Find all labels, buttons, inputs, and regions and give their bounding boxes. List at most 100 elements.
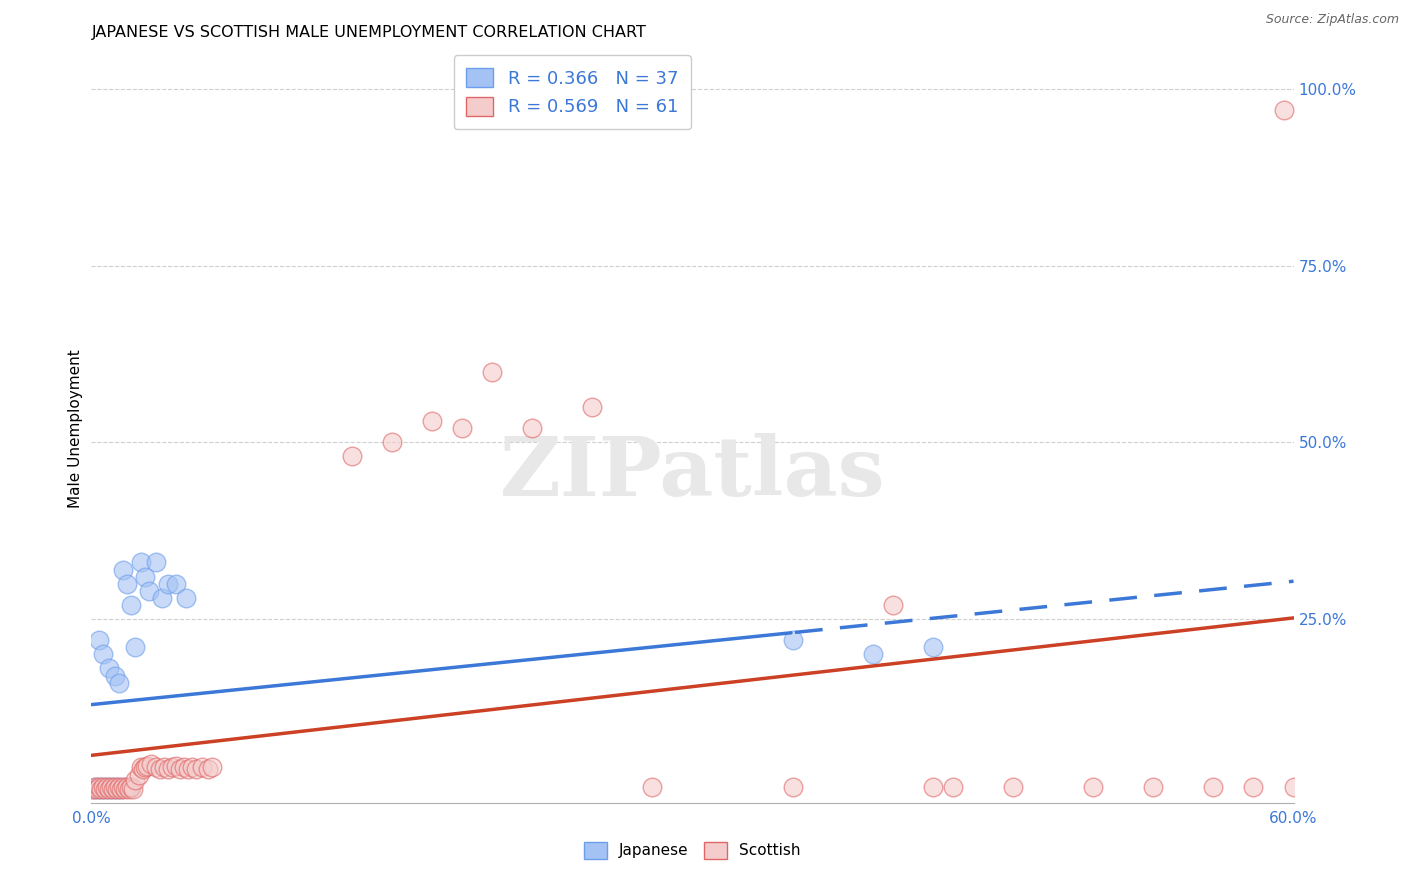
Point [121,780,143,795]
Point [581,400,603,414]
Point [882,598,904,612]
Point [89,780,111,795]
Point [136,759,159,773]
Point [150,591,173,605]
Legend: Japanese, Scottish: Japanese, Scottish [576,834,808,866]
Point [89,633,111,648]
Point [862,648,884,662]
Point [84,780,107,795]
Point [340,450,363,464]
Point [169,762,191,776]
Point [132,762,155,776]
Point [1001,780,1024,795]
Point [131,760,153,774]
Point [112,562,135,576]
Point [138,583,160,598]
Point [100,780,122,795]
Point [93,780,115,795]
Point [90,781,112,796]
Point [152,760,174,774]
Point [103,781,125,796]
Point [1272,103,1295,117]
Point [93,648,115,662]
Point [165,576,187,591]
Point [112,780,135,795]
Point [134,569,156,583]
Point [108,780,131,795]
Text: ZIPatlas: ZIPatlas [499,434,886,513]
Point [89,780,111,795]
Point [82,781,104,796]
Point [86,781,108,796]
Point [922,780,945,795]
Point [104,668,127,682]
Point [165,759,187,773]
Point [1142,780,1164,795]
Point [190,760,212,774]
Point [173,760,195,774]
Text: JAPANESE VS SCOTTISH MALE UNEMPLOYMENT CORRELATION CHART: JAPANESE VS SCOTTISH MALE UNEMPLOYMENT C… [91,25,647,40]
Point [180,760,202,774]
Point [108,780,131,795]
Point [103,781,125,796]
Point [94,781,117,796]
Point [381,435,404,450]
Point [176,762,198,776]
Point [98,781,121,796]
Point [134,760,156,774]
Point [782,780,804,795]
Point [94,781,117,796]
Point [86,781,108,796]
Point [124,640,146,655]
Text: Source: ZipAtlas.com: Source: ZipAtlas.com [1265,13,1399,27]
Point [100,780,122,795]
Point [114,780,136,795]
Point [104,780,127,795]
Point [1202,780,1225,795]
Point [96,780,118,795]
Point [122,781,145,796]
Point [128,767,150,781]
Point [84,780,107,795]
Point [141,756,163,771]
Y-axis label: Male Unemployment: Male Unemployment [67,349,83,508]
Point [201,760,224,774]
Point [481,365,503,379]
Point [82,781,104,796]
Point [98,781,121,796]
Point [107,781,129,796]
Point [1083,780,1105,795]
Point [156,576,179,591]
Point [117,780,139,795]
Point [90,781,112,796]
Point [1243,780,1265,795]
Point [174,591,197,605]
Point [942,780,965,795]
Point [108,675,131,690]
Point [148,762,170,776]
Point [522,421,544,435]
Point [98,661,121,675]
Point [145,760,167,774]
Point [131,556,153,570]
Point [922,640,945,655]
Point [121,780,143,795]
Point [114,781,136,796]
Point [451,421,474,435]
Point [121,598,143,612]
Point [118,781,141,796]
Point [420,414,443,428]
Point [117,576,139,591]
Point [641,780,664,795]
Point [197,762,219,776]
Point [96,780,118,795]
Point [1282,780,1305,795]
Point [110,781,132,796]
Point [782,633,804,648]
Point [145,556,167,570]
Point [156,762,179,776]
Point [160,760,183,774]
Point [104,780,127,795]
Point [107,781,129,796]
Point [124,773,146,788]
